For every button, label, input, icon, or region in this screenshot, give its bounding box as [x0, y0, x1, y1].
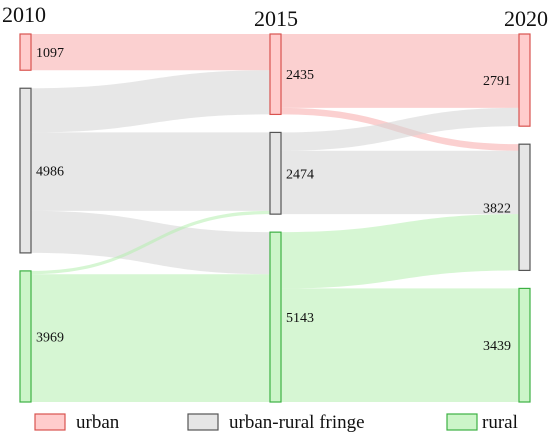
node-value-2010-fringe: 4986 — [36, 165, 64, 180]
node-value-2015-fringe: 2474 — [286, 167, 314, 182]
flow-2015-2020-urban-to-urban — [281, 34, 519, 108]
node-2020-rural — [518, 287, 531, 403]
node-2020-fringe — [518, 143, 531, 272]
label-layer: 1097 4986 3969 2435 2474 5143 2791 3822 3439 2010… — [2, 2, 548, 354]
flow-2010-2015-fringe-to-fringe — [31, 132, 270, 211]
column-label-2020: 2020 — [504, 6, 548, 31]
legend-swatch-urban — [34, 413, 66, 431]
legend-label-rural: rural — [482, 412, 518, 433]
column-label-2015: 2015 — [254, 6, 298, 31]
node-2015-fringe — [269, 131, 282, 215]
legend-swatch-fringe — [187, 413, 219, 431]
node-2020-urban — [518, 33, 531, 127]
node-2010-urban — [19, 33, 32, 71]
node-value-2020-fringe: 3822 — [483, 201, 511, 216]
node-value-2020-urban: 2791 — [483, 74, 511, 89]
flow-2010-2015-rural-to-fringe — [31, 210, 270, 275]
flow-layer — [31, 34, 519, 402]
node-value-2010-rural: 3969 — [36, 330, 64, 345]
flow-2015-2020-rural-to-rural — [281, 288, 519, 402]
node-2015-urban — [269, 33, 282, 116]
node-2015-rural — [269, 231, 282, 403]
node-value-2015-urban: 2435 — [286, 68, 314, 83]
legend-label-urban: urban — [76, 412, 120, 433]
legend-swatch-rural — [446, 413, 478, 431]
node-2010-rural — [19, 270, 32, 403]
flow-2015-2020-fringe-to-urban — [281, 107, 519, 151]
flow-2010-2015-fringe-to-urban — [31, 70, 270, 133]
node-value-2020-rural: 3439 — [483, 339, 511, 354]
legend-label-fringe: urban-rural fringe — [229, 412, 365, 433]
flow-2010-2015-urban-to-urban — [31, 34, 270, 71]
flow-2015-2020-fringe-to-fringe — [281, 150, 519, 215]
node-value-2010-urban: 1097 — [36, 46, 64, 61]
flow-2015-2020-rural-to-fringe — [281, 214, 519, 289]
node-2010-fringe — [19, 87, 32, 254]
legend: urban urban-rural fringe rural — [34, 412, 518, 433]
column-label-2010: 2010 — [2, 2, 46, 27]
node-layer — [19, 33, 531, 403]
flow-2010-2015-rural-to-rural — [31, 274, 270, 402]
node-value-2015-rural: 5143 — [286, 311, 314, 326]
